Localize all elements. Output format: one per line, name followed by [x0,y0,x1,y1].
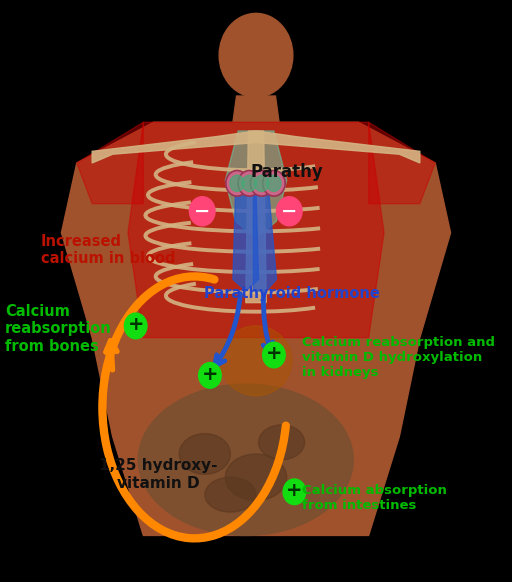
Circle shape [226,171,248,196]
Circle shape [283,479,306,505]
Text: +: + [286,481,303,500]
Text: Calcium reabsorption and
vitamin D hydroxylation
in kidneys: Calcium reabsorption and vitamin D hydro… [302,336,495,379]
Circle shape [267,175,281,191]
Circle shape [263,342,285,368]
Polygon shape [77,122,143,204]
Ellipse shape [179,434,230,474]
Text: +: + [266,345,282,363]
Text: 1,25 hydroxy-
vitamin D: 1,25 hydroxy- vitamin D [99,458,218,491]
Ellipse shape [205,477,256,512]
Circle shape [219,13,293,97]
Polygon shape [61,122,451,535]
Text: Parathyroid hormone: Parathyroid hormone [204,286,380,301]
Circle shape [250,171,273,196]
Polygon shape [225,131,287,239]
Ellipse shape [138,384,353,535]
Polygon shape [369,122,435,204]
Circle shape [263,171,285,196]
Circle shape [254,175,269,191]
Polygon shape [233,96,279,122]
Circle shape [238,171,261,196]
Circle shape [230,175,244,191]
Polygon shape [92,131,256,163]
Text: +: + [127,315,144,334]
Text: Parathy: Parathy [250,163,323,180]
Text: +: + [202,365,218,384]
Circle shape [242,175,257,191]
Polygon shape [256,131,420,163]
Polygon shape [128,122,384,338]
Text: Calcium absorption
from intestines: Calcium absorption from intestines [302,484,447,512]
Polygon shape [253,192,276,291]
Circle shape [124,313,147,339]
Circle shape [199,363,221,388]
Text: Calcium
reabsorption
from bones: Calcium reabsorption from bones [5,304,112,354]
Text: −: − [194,202,210,221]
Text: Increased
calcium in blood: Increased calcium in blood [41,234,176,267]
Ellipse shape [259,425,305,460]
Ellipse shape [220,326,292,396]
Ellipse shape [225,454,287,501]
Polygon shape [246,131,266,303]
Circle shape [276,197,302,226]
Text: −: − [281,202,297,221]
Circle shape [189,197,215,226]
Polygon shape [233,192,259,291]
